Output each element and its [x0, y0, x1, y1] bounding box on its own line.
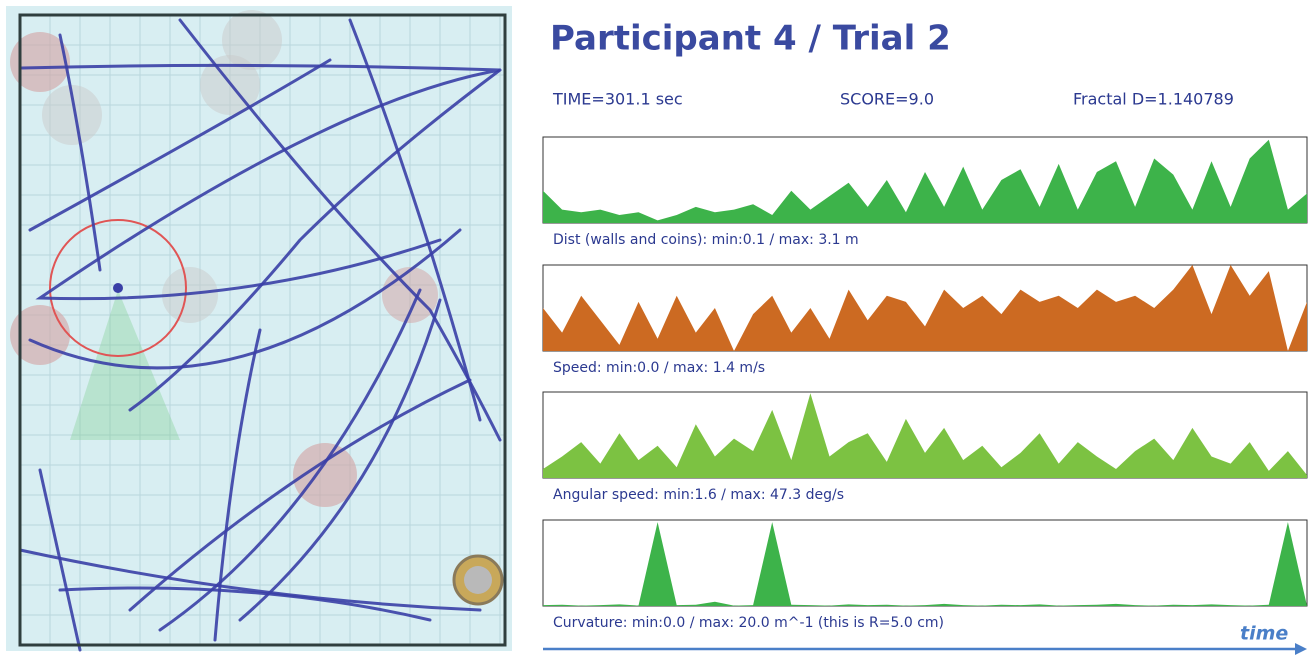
panel-caption: Dist (walls and coins): min:0.1 / max: 3…	[553, 232, 859, 248]
title: Participant 4 / Trial 2	[550, 19, 951, 59]
time-label: time	[1240, 623, 1288, 645]
page: Participant 4 / Trial 2 TIME=301.1 sec S…	[0, 0, 1311, 661]
panel: Speed: min:0.0 / max: 1.4 m/s	[543, 265, 1307, 376]
stat: Fractal D=1.140789	[1073, 90, 1234, 109]
stat: SCORE=9.0	[840, 90, 934, 109]
coin-center	[464, 566, 492, 594]
panel: Angular speed: min:1.6 / max: 47.3 deg/s	[543, 392, 1307, 503]
panel-caption: Angular speed: min:1.6 / max: 47.3 deg/s	[553, 487, 844, 503]
stat: TIME=301.1 sec	[552, 90, 683, 109]
panel: Curvature: min:0.0 / max: 20.0 m^-1 (thi…	[543, 520, 1307, 631]
trajectory-map	[6, 6, 512, 651]
figure: Participant 4 / Trial 2 TIME=301.1 sec S…	[0, 0, 1311, 657]
time-arrowhead	[1295, 643, 1307, 655]
panel-caption: Speed: min:0.0 / max: 1.4 m/s	[553, 360, 765, 376]
panel: Dist (walls and coins): min:0.1 / max: 3…	[543, 137, 1307, 248]
panel-caption: Curvature: min:0.0 / max: 20.0 m^-1 (thi…	[553, 615, 944, 631]
agent	[113, 283, 123, 293]
